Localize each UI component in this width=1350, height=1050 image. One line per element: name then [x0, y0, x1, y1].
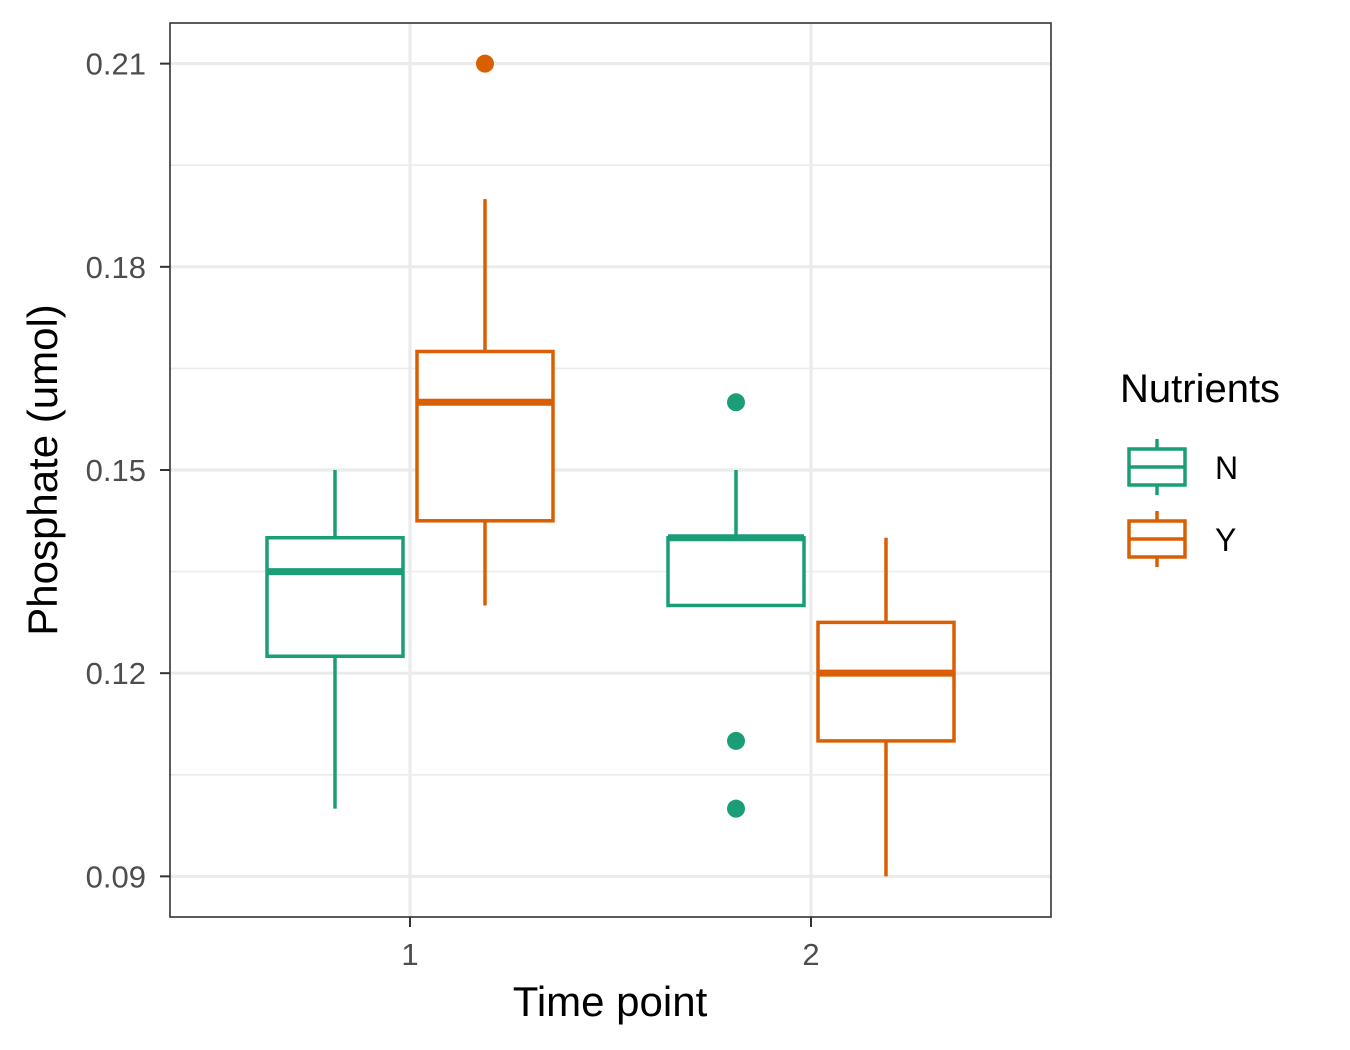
x-axis-title: Time point: [513, 978, 708, 1025]
box-iqr: [666, 535, 806, 608]
y-tick-label: 0.21: [86, 47, 146, 82]
box-N-2: [666, 393, 806, 818]
x-tick-label: 2: [802, 937, 819, 972]
legend-title: Nutrients: [1120, 367, 1280, 411]
box-plots: [265, 54, 956, 877]
outlier-point: [727, 393, 745, 412]
legend-label: N: [1215, 450, 1238, 486]
box-Y-2: [816, 537, 956, 877]
y-tick-label: 0.15: [86, 453, 146, 488]
box-iqr: [265, 535, 405, 659]
y-axis-title: Phosphate (umol): [19, 304, 66, 636]
axes: 0.09 0.12 0.15 0.18 0.21 1 2: [86, 47, 820, 972]
box-Y-1: [415, 54, 555, 606]
y-tick-label: 0.09: [86, 859, 146, 894]
x-tick-label: 1: [401, 937, 418, 972]
y-tick-label: 0.18: [86, 250, 146, 285]
outlier-point: [727, 731, 745, 750]
legend-entry-Y: Y: [1127, 511, 1236, 567]
box-iqr: [816, 620, 956, 743]
box-N-1: [265, 470, 405, 809]
outlier-point: [476, 54, 494, 73]
legend: Nutrients NY: [1120, 367, 1280, 567]
box-iqr: [415, 349, 555, 523]
legend-entry-N: N: [1127, 439, 1238, 495]
legend-label: Y: [1215, 522, 1236, 558]
outlier-point: [727, 799, 745, 818]
y-tick-label: 0.12: [86, 656, 146, 691]
grid-lines: [170, 23, 1051, 917]
